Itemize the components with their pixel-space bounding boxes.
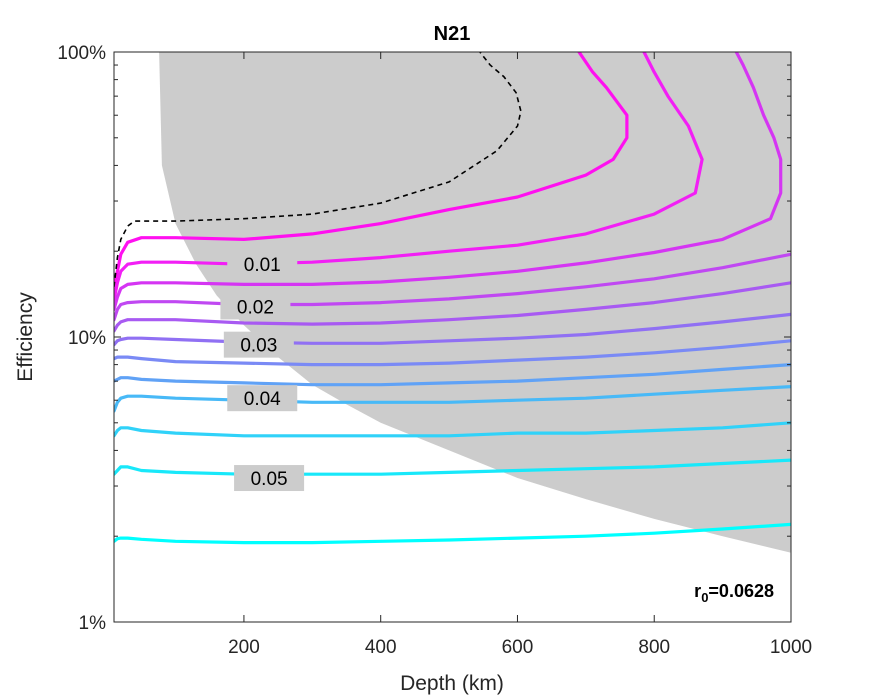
contour-label-bg-3 — [220, 293, 291, 320]
contour-label-0.05: 0.05 — [251, 469, 288, 490]
contour-line-8 — [114, 385, 791, 413]
contour-label-bg-1 — [227, 251, 298, 278]
contour-lines — [114, 52, 791, 545]
x-tick-label-600: 600 — [502, 637, 534, 658]
contour-label-0.04: 0.04 — [244, 389, 281, 410]
contour-line-2 — [114, 52, 783, 311]
r0-base: r — [694, 581, 701, 601]
contour-line-9 — [114, 421, 791, 438]
x-axis-ticks: 200 400 600 800 1000 — [228, 52, 812, 658]
x-tick-label-800: 800 — [638, 637, 670, 658]
contour-line-4 — [114, 281, 791, 333]
contour-line-10 — [114, 458, 791, 476]
contour-line-1 — [114, 52, 704, 302]
x-tick-label-400: 400 — [365, 637, 397, 658]
contour-line-0 — [114, 52, 629, 293]
contour-line-6 — [114, 339, 791, 367]
contour-label-bg-10 — [234, 465, 305, 492]
shaded-region — [159, 52, 791, 553]
r0-value: =0.0628 — [708, 581, 774, 601]
contour-label-0.01: 0.01 — [244, 255, 281, 276]
x-tick-label-1000: 1000 — [770, 637, 812, 658]
y-tick-label-10: 10% — [68, 328, 106, 349]
y-tick-label-1: 1% — [79, 613, 107, 634]
y-axis-ticks: 1% 10% 100% — [57, 43, 791, 634]
x-tick-label-200: 200 — [228, 637, 260, 658]
y-tick-label-100: 100% — [57, 43, 106, 64]
contour-line-7 — [114, 363, 791, 387]
r0-subscript: 0 — [701, 590, 708, 605]
x-axis-label: Depth (km) — [400, 672, 504, 695]
contour-line-5 — [114, 312, 791, 347]
contour-label-bg-8 — [227, 385, 298, 412]
contour-label-bg-5 — [223, 331, 294, 358]
contour-label-backgrounds — [220, 251, 305, 492]
y-axis-label: Efficiency — [14, 292, 37, 382]
contour-label-0.03: 0.03 — [240, 336, 277, 357]
r0-annotation: r0=0.0628 — [694, 581, 774, 605]
chart-title: N21 — [434, 23, 471, 45]
contour-labels: 0.01 0.02 0.03 0.04 0.05 — [237, 255, 288, 490]
contour-label-0.02: 0.02 — [237, 297, 274, 318]
contour-line-11 — [114, 522, 791, 545]
dashed-contour — [114, 52, 522, 287]
contour-line-3 — [114, 252, 791, 322]
